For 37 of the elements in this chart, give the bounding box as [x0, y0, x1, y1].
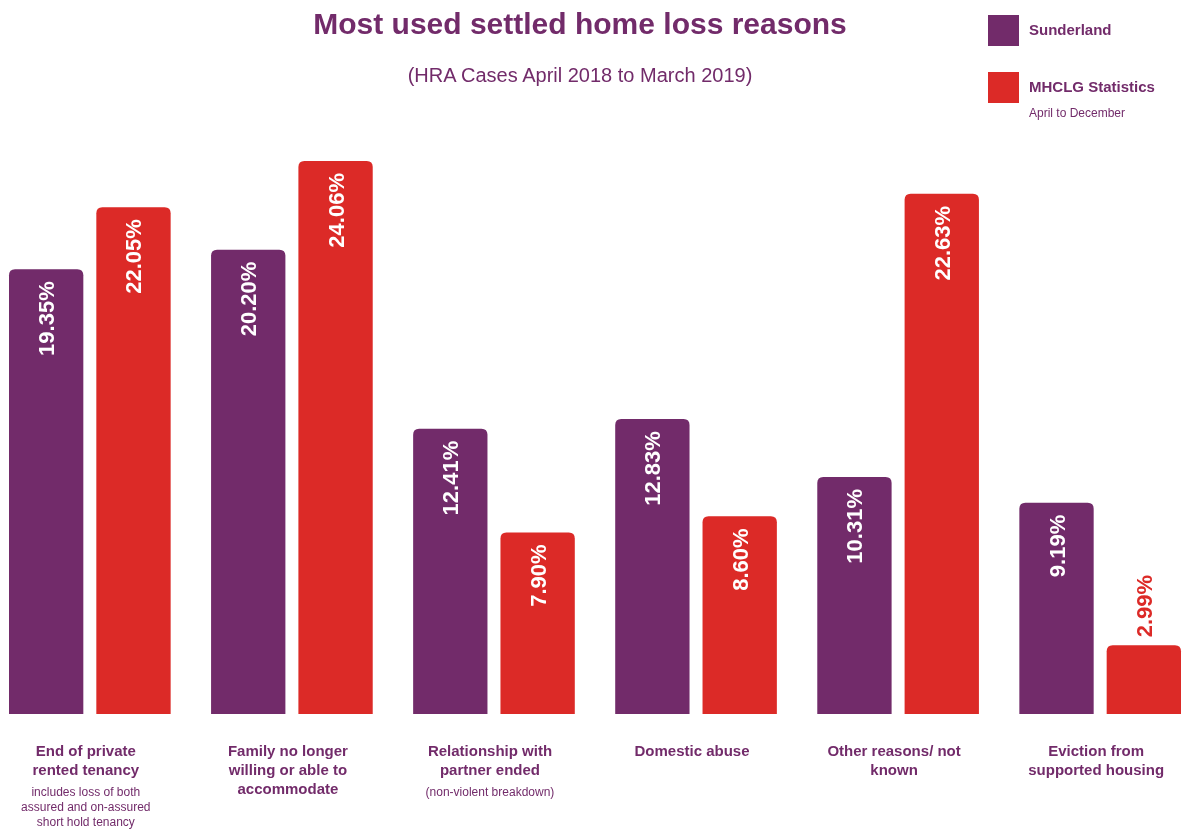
bar	[1019, 502, 1094, 714]
bar	[1106, 645, 1181, 714]
data-label: 9.19%	[1044, 514, 1070, 578]
text: includes loss of both assured and on-assured short hold tenancy	[21, 785, 151, 829]
bar	[96, 207, 171, 714]
legend-label: Sunderland	[1029, 20, 1112, 38]
data-label: 24.06%	[323, 173, 349, 248]
chart-title: Most used settled home loss reasons	[313, 7, 847, 40]
legend-label: MHCLG Statistics	[1029, 77, 1155, 95]
bar	[904, 193, 979, 714]
data-label: 20.20%	[236, 261, 262, 337]
bar	[211, 249, 286, 714]
bar	[413, 428, 488, 714]
x-tick-label: Domestic abuse	[634, 742, 750, 759]
x-tick-label: Eviction from supported housing	[1028, 742, 1165, 778]
data-label: 2.99%	[1131, 574, 1157, 638]
data-label: 22.63%	[929, 205, 955, 281]
data-label: 12.41%	[438, 440, 464, 516]
x-tick-label: Relationship with partner ended	[427, 742, 553, 778]
text: (non-violent breakdown)	[425, 785, 555, 799]
data-label: 10.31%	[842, 489, 868, 564]
bar	[615, 419, 690, 714]
bar	[702, 516, 777, 714]
data-label: 7.90%	[525, 544, 551, 607]
chart-subtitle: (HRA Cases April 2018 to March 2019)	[407, 64, 753, 86]
data-label: 8.60%	[727, 528, 753, 591]
data-label: 22.05%	[121, 219, 147, 294]
x-tick-label: Family no longer willing or able to accommodate	[227, 742, 349, 797]
bar	[9, 269, 84, 714]
x-tick-label: Other reasons/ not known	[827, 742, 961, 778]
bar	[817, 477, 892, 714]
bar	[500, 532, 575, 714]
x-tick-label: End of private rented tenancy	[32, 742, 140, 778]
bar	[298, 161, 373, 714]
data-label: 19.35%	[34, 281, 60, 356]
text: April to December	[1029, 106, 1126, 120]
data-label: 12.83%	[640, 431, 666, 506]
